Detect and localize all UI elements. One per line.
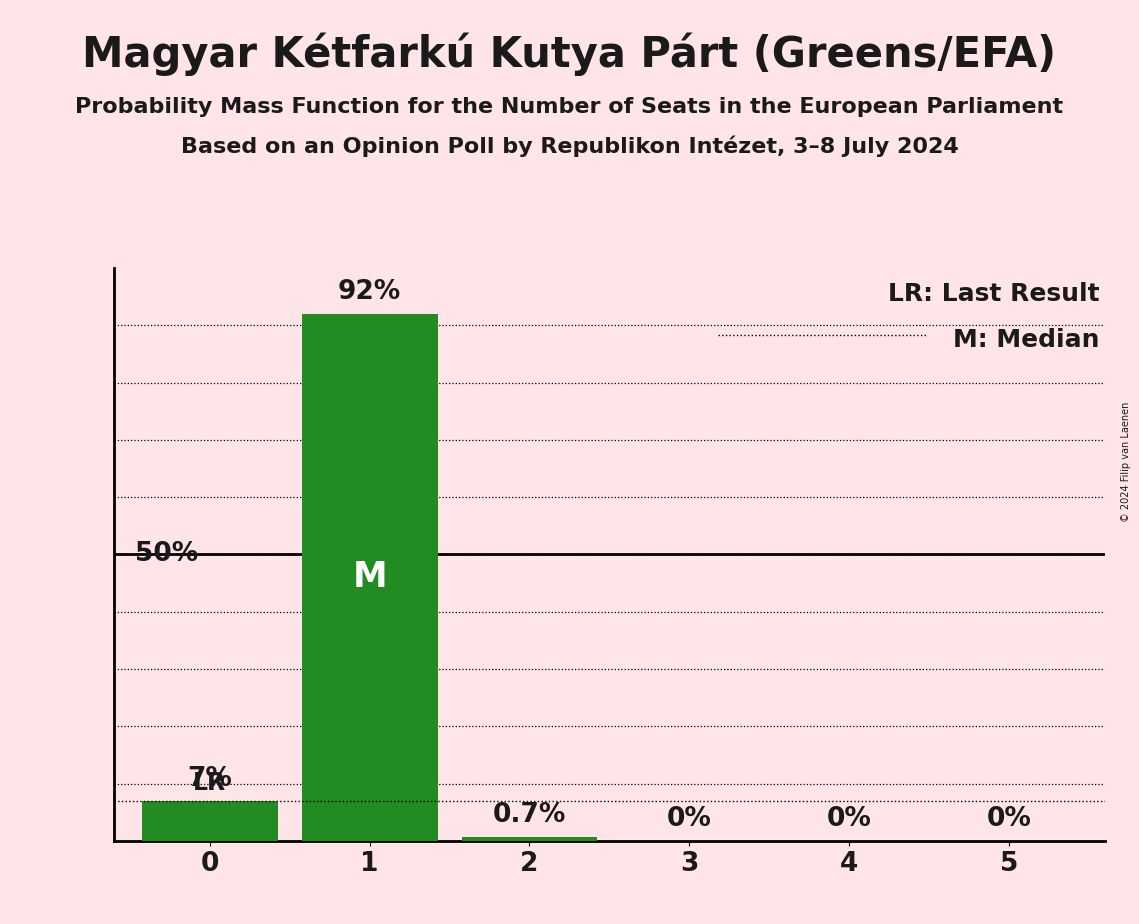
Text: 7%: 7% xyxy=(187,766,232,792)
Text: LR: LR xyxy=(194,771,227,795)
Text: 0%: 0% xyxy=(827,807,871,833)
Text: LR: Last Result: LR: Last Result xyxy=(888,283,1100,306)
Bar xyxy=(142,801,278,841)
Bar xyxy=(302,314,437,841)
Text: 50%: 50% xyxy=(134,541,198,567)
Text: M: Median: M: Median xyxy=(953,328,1100,352)
Text: M: M xyxy=(352,560,387,594)
Text: Based on an Opinion Poll by Republikon Intézet, 3–8 July 2024: Based on an Opinion Poll by Republikon I… xyxy=(181,136,958,157)
Text: 0%: 0% xyxy=(666,807,712,833)
Text: Probability Mass Function for the Number of Seats in the European Parliament: Probability Mass Function for the Number… xyxy=(75,97,1064,117)
Text: 92%: 92% xyxy=(338,279,401,305)
Bar xyxy=(461,837,597,841)
Text: Magyar Kétfarkú Kutya Párt (Greens/EFA): Magyar Kétfarkú Kutya Párt (Greens/EFA) xyxy=(82,32,1057,76)
Text: © 2024 Filip van Laenen: © 2024 Filip van Laenen xyxy=(1121,402,1131,522)
Text: 0%: 0% xyxy=(986,807,1032,833)
Text: 0.7%: 0.7% xyxy=(493,802,566,828)
